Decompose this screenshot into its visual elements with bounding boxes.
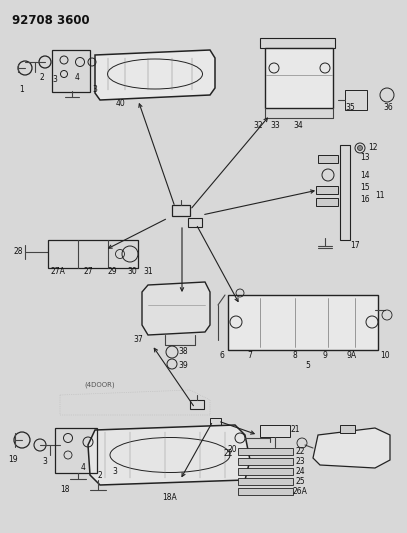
Text: 3: 3 [92, 85, 97, 94]
Text: 13: 13 [360, 154, 370, 163]
Bar [210, 418, 221, 425]
Text: 38: 38 [178, 348, 188, 357]
Text: 18: 18 [60, 486, 70, 495]
Text: 18A: 18A [163, 494, 177, 503]
Bar [316, 198, 338, 206]
Text: 16: 16 [360, 196, 370, 205]
Bar [48, 240, 138, 268]
Text: 3: 3 [113, 467, 118, 477]
Text: 9A: 9A [347, 351, 357, 359]
Text: 17: 17 [350, 240, 360, 249]
Text: 12: 12 [368, 143, 378, 152]
Polygon shape [318, 155, 338, 163]
Text: 3: 3 [53, 76, 57, 85]
Text: 36: 36 [383, 103, 393, 112]
Text: 4: 4 [74, 74, 79, 83]
Text: 25: 25 [295, 477, 305, 486]
Text: 33: 33 [270, 120, 280, 130]
Text: 34: 34 [293, 120, 303, 130]
Bar [228, 295, 378, 350]
Bar [260, 38, 335, 48]
Bar [345, 90, 367, 110]
Bar [260, 425, 290, 437]
Text: 24: 24 [295, 467, 305, 476]
Polygon shape [88, 425, 250, 485]
Bar [52, 50, 90, 92]
Circle shape [357, 146, 363, 150]
Bar [265, 48, 333, 108]
Text: 32: 32 [253, 120, 263, 130]
Text: 40: 40 [115, 99, 125, 108]
Text: 11: 11 [375, 190, 385, 199]
Text: 3: 3 [43, 457, 48, 466]
Text: 39: 39 [178, 360, 188, 369]
Bar [340, 145, 350, 240]
Bar [190, 400, 204, 409]
Bar [238, 488, 293, 495]
Polygon shape [95, 50, 215, 100]
Bar [55, 428, 97, 473]
Text: 5: 5 [306, 360, 311, 369]
Text: 23: 23 [295, 457, 305, 466]
Text: 35: 35 [345, 103, 355, 112]
Text: 27A: 27A [50, 268, 66, 277]
Text: 22: 22 [295, 447, 305, 456]
Text: 15: 15 [360, 183, 370, 192]
Text: 92708 3600: 92708 3600 [12, 14, 90, 27]
Text: 19: 19 [8, 456, 18, 464]
Bar [238, 458, 293, 465]
Text: 21: 21 [290, 425, 300, 434]
Bar [316, 186, 338, 194]
Bar [238, 478, 293, 485]
Text: 28: 28 [13, 247, 23, 256]
Text: 2: 2 [39, 74, 44, 83]
Text: 9: 9 [323, 351, 328, 359]
Text: 4: 4 [81, 464, 85, 472]
Text: 2: 2 [98, 471, 103, 480]
Text: 29: 29 [107, 268, 117, 277]
Polygon shape [313, 428, 390, 468]
Text: 8: 8 [293, 351, 298, 359]
Bar [340, 425, 355, 433]
Text: 27: 27 [83, 268, 93, 277]
Text: 1: 1 [20, 85, 24, 94]
Text: 20: 20 [227, 446, 237, 455]
Text: 26A: 26A [293, 487, 307, 496]
Text: 22: 22 [223, 448, 233, 457]
Text: 7: 7 [247, 351, 252, 359]
Bar [188, 218, 202, 227]
Text: (4DOOR): (4DOOR) [85, 382, 115, 388]
Text: 31: 31 [143, 268, 153, 277]
Text: 10: 10 [380, 351, 390, 359]
Bar [238, 468, 293, 475]
Text: 14: 14 [360, 171, 370, 180]
Text: 37: 37 [133, 335, 143, 344]
Bar [238, 448, 293, 455]
Text: 6: 6 [219, 351, 224, 359]
Bar [172, 205, 190, 216]
Polygon shape [142, 282, 210, 335]
Text: 30: 30 [127, 268, 137, 277]
